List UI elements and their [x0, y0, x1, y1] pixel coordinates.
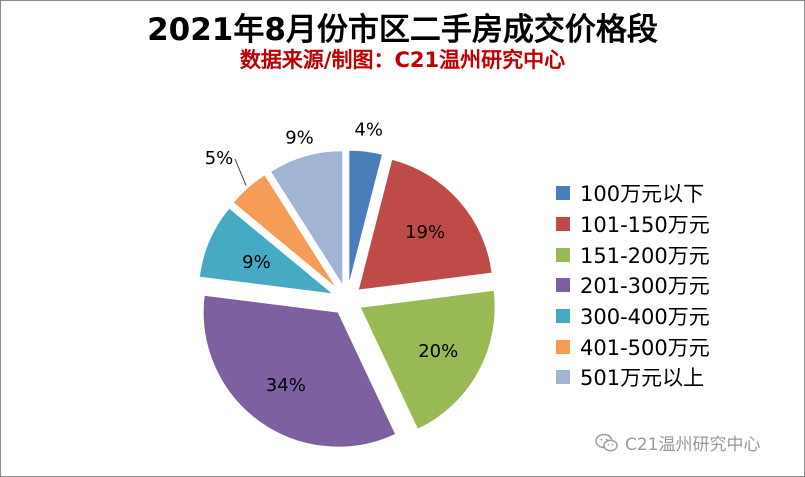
- data-label-3: 20%: [418, 341, 458, 362]
- data-label-6: 5%: [205, 148, 234, 169]
- legend-item-4: 201-300万元: [556, 270, 710, 301]
- data-label-2: 19%: [405, 222, 445, 243]
- legend-swatch: [556, 309, 570, 324]
- legend-label: 300-400万元: [580, 305, 710, 330]
- legend-swatch: [556, 247, 570, 262]
- legend-item-2: 101-150万元: [556, 209, 710, 240]
- pie-slice-4: [202, 294, 397, 448]
- watermark: C21温州研究中心: [595, 430, 761, 455]
- data-label-5: 9%: [242, 252, 271, 273]
- data-label-1: 4%: [354, 119, 383, 140]
- legend-label: 401-500万元: [580, 335, 710, 360]
- pie-slice-1: [348, 149, 384, 286]
- legend-swatch: [556, 339, 570, 354]
- legend-label: 101-150万元: [580, 213, 710, 238]
- legend-swatch: [556, 370, 570, 385]
- wechat-icon: [595, 433, 618, 451]
- legend-item-6: 401-500万元: [556, 331, 710, 362]
- watermark-text: C21温州研究中心: [625, 435, 761, 455]
- data-label-7: 9%: [285, 128, 314, 149]
- data-label-4: 34%: [266, 375, 306, 396]
- chart-legend: 100万元以下 101-150万元 151-200万元 201-300万元 300-40…: [556, 178, 710, 393]
- legend-swatch: [556, 278, 570, 293]
- legend-swatch: [556, 217, 570, 232]
- pie-slice-7: [269, 150, 344, 288]
- legend-item-7: 501万元以上: [556, 362, 710, 393]
- legend-label: 151-200万元: [580, 243, 710, 268]
- legend-label: 201-300万元: [580, 274, 710, 299]
- pie-slice-5: [198, 207, 335, 295]
- legend-label: 100万元以下: [580, 182, 705, 207]
- pie-slice-2: [357, 158, 493, 291]
- legend-item-3: 151-200万元: [556, 239, 710, 270]
- pie-slice-6: [232, 174, 338, 290]
- leader-line: [234, 158, 247, 186]
- legend-label: 501万元以上: [580, 366, 705, 391]
- chart-subtitle: 数据来源/制图：C21温州研究中心: [239, 48, 566, 72]
- chart-title: 2021年8月份市区二手房成交价格段: [147, 12, 658, 48]
- legend-swatch: [556, 186, 570, 201]
- legend-item-5: 300-400万元: [556, 301, 710, 332]
- legend-item-1: 100万元以下: [556, 178, 710, 209]
- pie-slice-3: [359, 289, 496, 431]
